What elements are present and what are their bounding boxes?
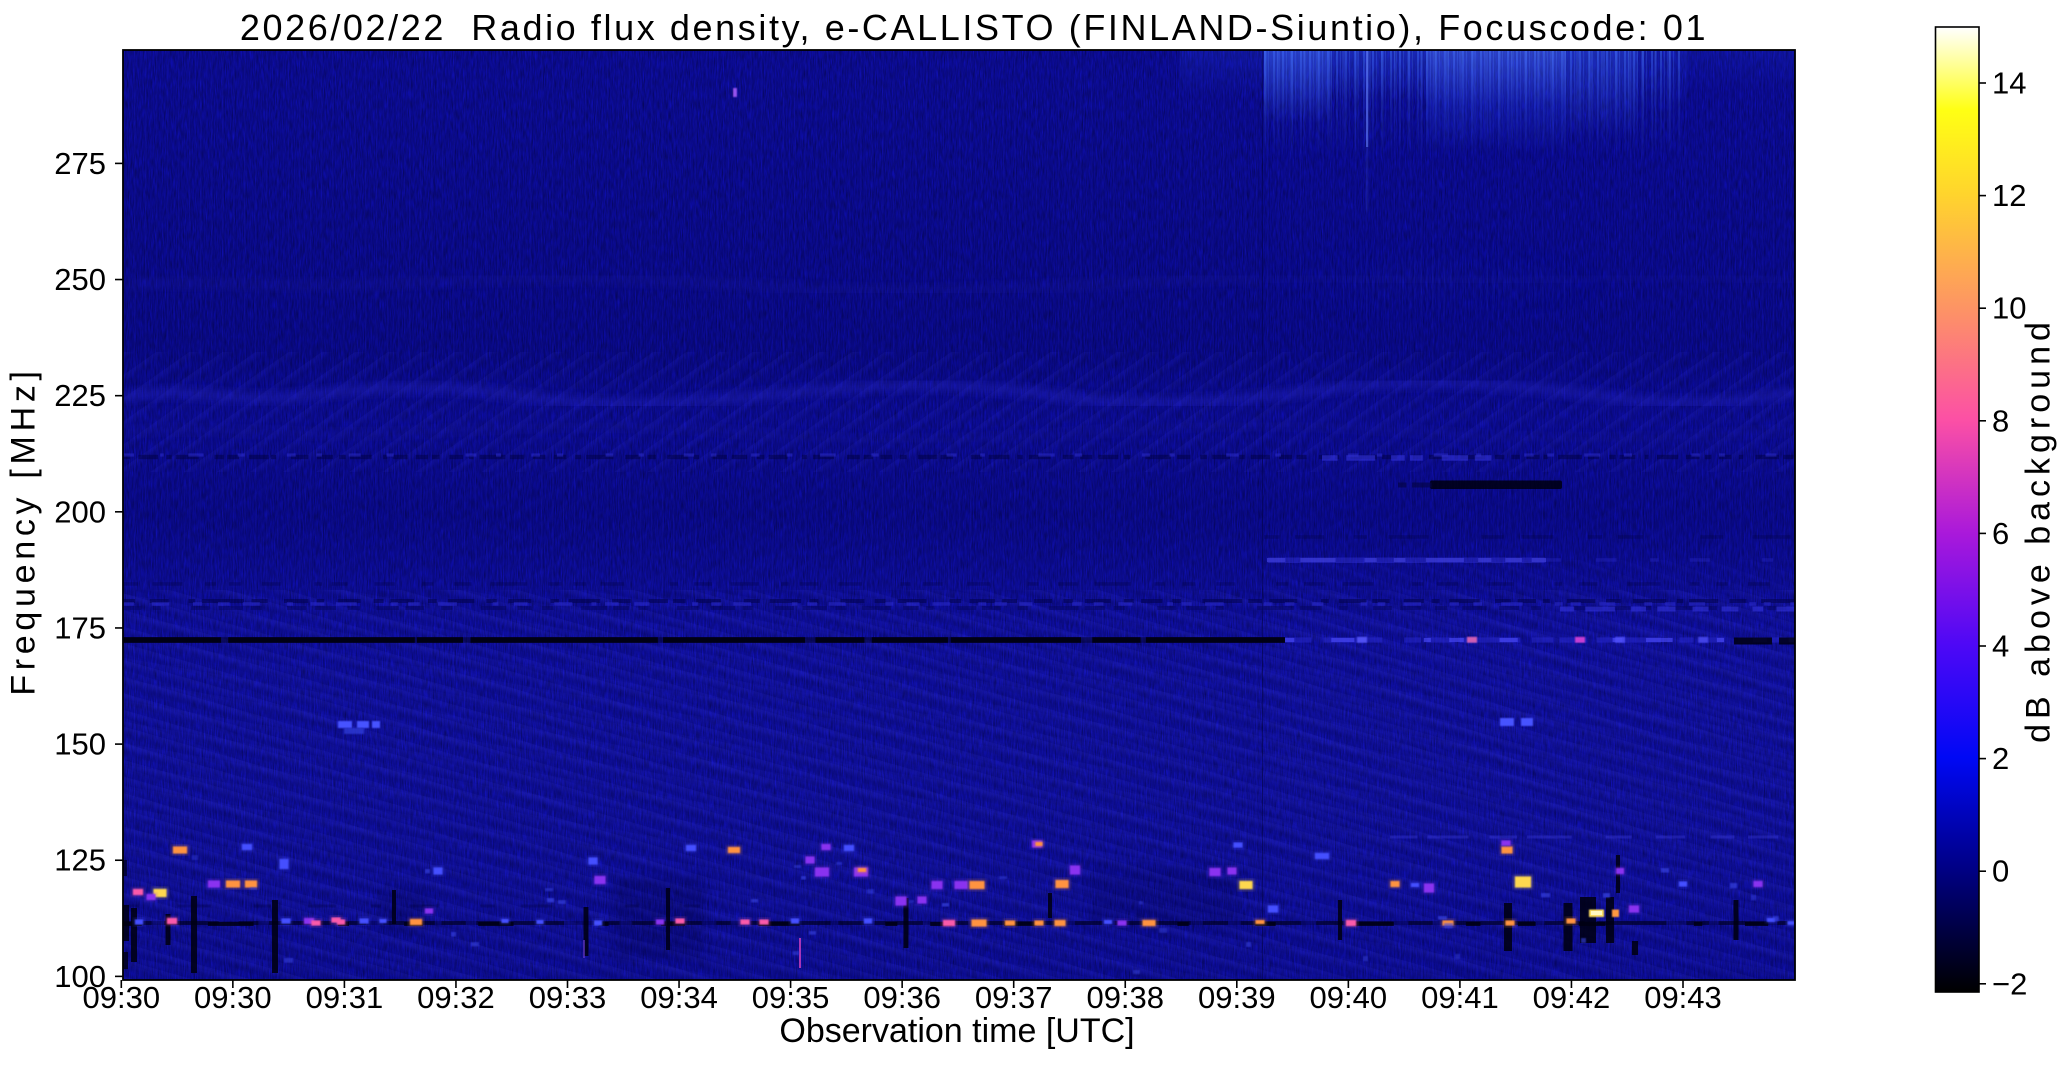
svg-text:6: 6 [1992,516,2009,551]
svg-text:09:43: 09:43 [1644,980,1722,1015]
svg-text:2: 2 [1992,741,2009,776]
svg-text:09:37: 09:37 [975,980,1053,1015]
svg-text:09:39: 09:39 [1198,980,1276,1015]
svg-text:250: 250 [54,262,106,297]
svg-text:10: 10 [1992,291,2026,326]
svg-text:125: 125 [54,843,106,878]
svg-text:09:40: 09:40 [1310,980,1388,1015]
svg-text:09:36: 09:36 [863,980,941,1015]
svg-text:09:30: 09:30 [194,980,272,1015]
svg-text:09:33: 09:33 [529,980,607,1015]
svg-text:09:34: 09:34 [640,980,718,1015]
svg-text:−2: −2 [1992,966,2027,1001]
svg-text:150: 150 [54,727,106,762]
svg-text:09:38: 09:38 [1086,980,1164,1015]
svg-text:225: 225 [54,378,106,413]
svg-text:275: 275 [54,146,106,181]
svg-text:200: 200 [54,494,106,529]
svg-text:09:41: 09:41 [1421,980,1499,1015]
svg-text:12: 12 [1992,178,2026,213]
svg-text:175: 175 [54,610,106,645]
svg-text:0: 0 [1992,854,2009,889]
svg-text:09:31: 09:31 [306,980,384,1015]
svg-text:8: 8 [1992,403,2009,438]
svg-text:09:32: 09:32 [417,980,495,1015]
svg-text:09:35: 09:35 [752,980,830,1015]
svg-text:100: 100 [54,959,106,994]
svg-text:14: 14 [1992,66,2026,101]
svg-text:4: 4 [1992,629,2009,664]
svg-text:09:42: 09:42 [1533,980,1611,1015]
svg-text:09:30: 09:30 [83,980,161,1015]
